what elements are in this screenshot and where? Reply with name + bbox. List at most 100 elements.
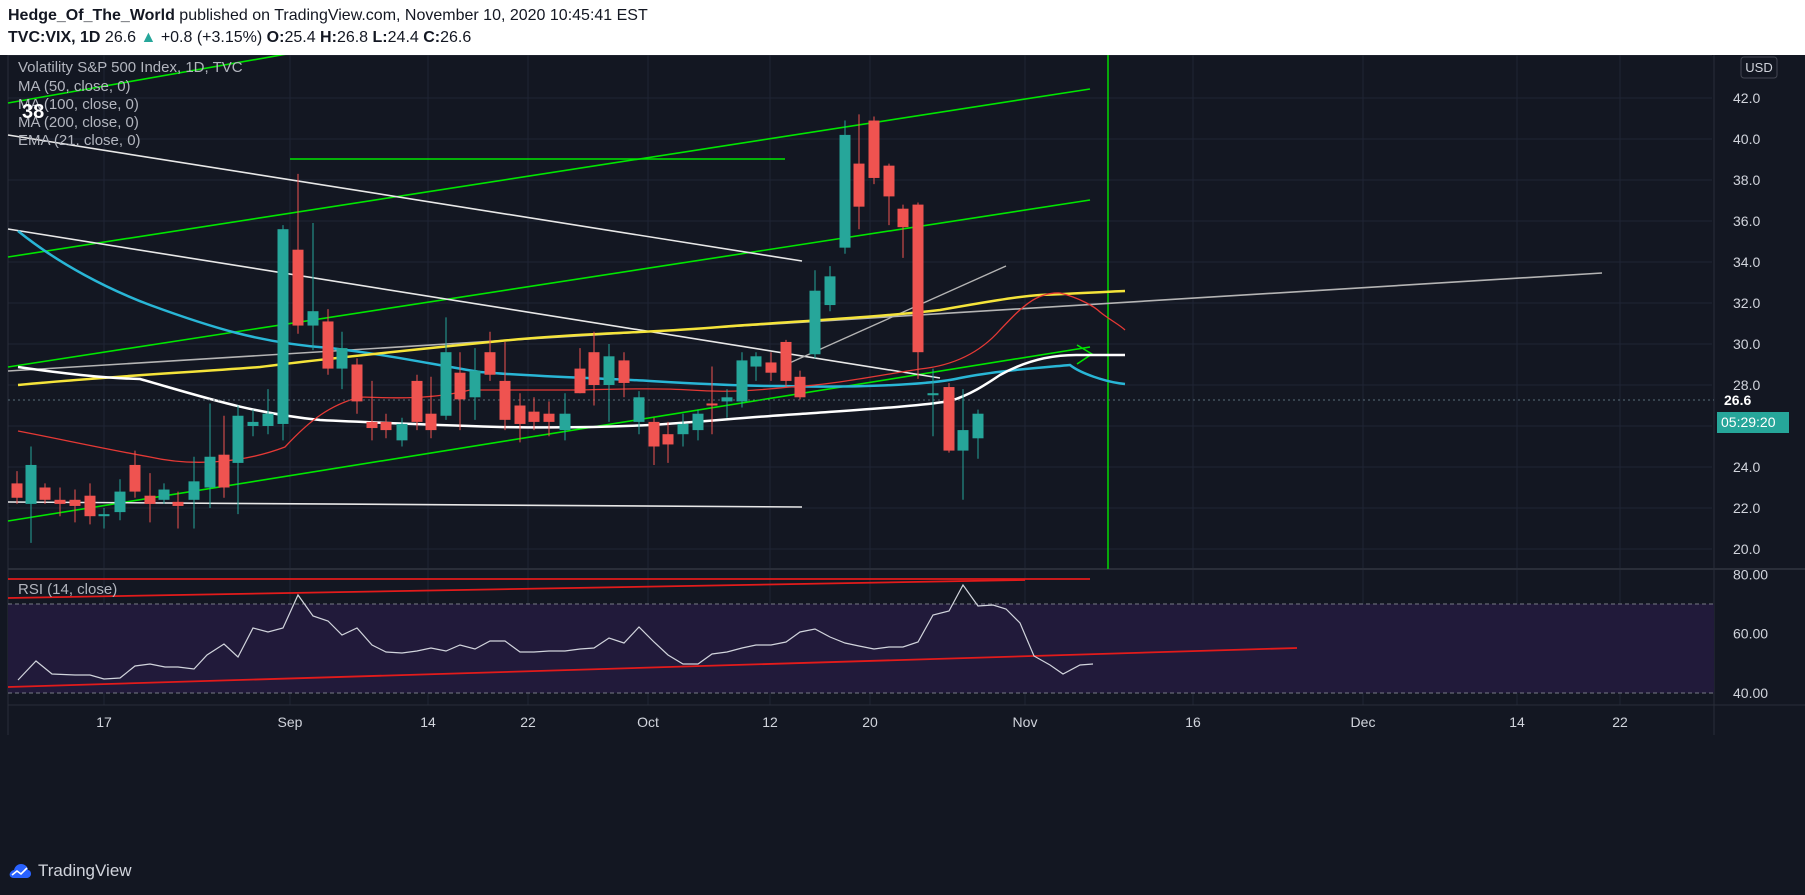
time-tick-label: 12 bbox=[762, 714, 778, 730]
rsi-legend[interactable]: RSI (14, close) bbox=[18, 581, 117, 598]
candle[interactable] bbox=[292, 173, 304, 334]
candle-body bbox=[484, 352, 496, 375]
candle[interactable] bbox=[25, 446, 37, 543]
rsi-trend-bottom[interactable] bbox=[7, 647, 1298, 688]
legend-ema21[interactable]: EMA (21, close, 0) bbox=[18, 132, 141, 149]
candle[interactable] bbox=[618, 352, 630, 398]
legend-ma50[interactable]: MA (50, close, 0) bbox=[18, 78, 131, 95]
candle[interactable] bbox=[440, 317, 452, 420]
legend-ma100[interactable]: MA (100, close, 0) bbox=[18, 96, 139, 113]
candle[interactable] bbox=[677, 413, 689, 447]
candle[interactable] bbox=[204, 403, 216, 508]
candle[interactable] bbox=[943, 382, 955, 453]
high-label: H: bbox=[320, 29, 337, 46]
candle[interactable] bbox=[277, 225, 289, 441]
candle[interactable] bbox=[543, 401, 555, 437]
candle[interactable] bbox=[262, 389, 274, 435]
low-label: L: bbox=[372, 29, 388, 46]
candle[interactable] bbox=[514, 393, 526, 443]
candle[interactable] bbox=[692, 409, 704, 441]
candle[interactable] bbox=[809, 270, 821, 359]
candles[interactable] bbox=[11, 114, 984, 543]
candle[interactable] bbox=[144, 473, 156, 523]
candle[interactable] bbox=[396, 417, 408, 447]
green-channel-top[interactable] bbox=[7, 88, 1091, 258]
candle[interactable] bbox=[603, 344, 615, 422]
candle[interactable] bbox=[188, 456, 200, 529]
candle[interactable] bbox=[736, 352, 748, 408]
candle[interactable] bbox=[824, 266, 836, 312]
candle[interactable] bbox=[588, 331, 600, 406]
candle[interactable] bbox=[662, 421, 674, 463]
author-name[interactable]: Hedge_Of_The_World bbox=[8, 7, 175, 24]
candle[interactable] bbox=[69, 489, 81, 523]
candle[interactable] bbox=[247, 409, 259, 437]
rsi-trend-top[interactable] bbox=[7, 579, 1026, 599]
countdown-tag bbox=[1717, 412, 1789, 433]
candle-body bbox=[469, 370, 481, 398]
green-channel-upper-left[interactable] bbox=[7, 44, 339, 104]
tradingview-logo[interactable]: TradingView bbox=[8, 861, 132, 881]
candle[interactable] bbox=[633, 391, 645, 435]
candle[interactable] bbox=[11, 471, 23, 504]
time-tick-label: 22 bbox=[520, 714, 536, 730]
candle-body bbox=[247, 421, 259, 426]
candle[interactable] bbox=[499, 341, 511, 431]
candle[interactable] bbox=[54, 487, 66, 517]
candle[interactable] bbox=[454, 352, 466, 431]
candle[interactable] bbox=[129, 450, 141, 498]
candle[interactable] bbox=[839, 120, 851, 254]
candle[interactable] bbox=[648, 417, 660, 465]
currency-button[interactable] bbox=[1740, 56, 1778, 79]
candle[interactable] bbox=[336, 331, 348, 390]
candle[interactable] bbox=[957, 389, 969, 500]
candle-body bbox=[158, 489, 170, 500]
price-chart-svg[interactable]: 42.0 40.0 38.0 36.0 34.0 32.0 30.0 28.0 24.0 22.0… bbox=[0, 44, 1805, 850]
white-downtrend-upper[interactable] bbox=[7, 134, 803, 262]
candle[interactable] bbox=[780, 339, 792, 388]
candle[interactable] bbox=[380, 413, 392, 439]
candle[interactable] bbox=[574, 348, 586, 394]
price-tick-label: 36.0 bbox=[1733, 213, 1760, 229]
candle[interactable] bbox=[765, 352, 777, 381]
candle[interactable] bbox=[366, 380, 378, 441]
candle[interactable] bbox=[927, 368, 939, 437]
legend-title[interactable]: Volatility S&P 500 Index, 1D, TVC bbox=[18, 59, 243, 76]
candle[interactable] bbox=[972, 409, 984, 459]
candle[interactable] bbox=[172, 491, 184, 529]
candle[interactable] bbox=[484, 331, 496, 381]
candle[interactable] bbox=[218, 415, 230, 498]
candle[interactable] bbox=[883, 163, 895, 226]
candle-body bbox=[588, 352, 600, 385]
candle[interactable] bbox=[721, 389, 733, 418]
publish-line: Hedge_Of_The_World published on TradingV… bbox=[8, 7, 648, 25]
candle[interactable] bbox=[706, 366, 718, 435]
candle[interactable] bbox=[84, 483, 96, 525]
candle[interactable] bbox=[232, 405, 244, 515]
candle-body bbox=[322, 321, 334, 369]
candle[interactable] bbox=[411, 374, 423, 431]
candle[interactable] bbox=[897, 204, 909, 258]
green-channel-mid[interactable] bbox=[7, 199, 1091, 368]
candle[interactable] bbox=[351, 358, 363, 414]
candle-body bbox=[172, 501, 184, 506]
legend-ma200[interactable]: MA (200, close, 0) bbox=[18, 114, 139, 131]
candle[interactable] bbox=[322, 309, 334, 375]
candle[interactable] bbox=[425, 376, 437, 439]
chart-area[interactable]: 42.0 40.0 38.0 36.0 34.0 32.0 30.0 28.0 24.0 22.0… bbox=[0, 44, 1805, 850]
candle[interactable] bbox=[39, 483, 51, 504]
candle[interactable] bbox=[114, 479, 126, 521]
candle[interactable] bbox=[158, 483, 170, 504]
candle[interactable] bbox=[750, 352, 762, 381]
candle[interactable] bbox=[912, 202, 924, 379]
candle[interactable] bbox=[853, 114, 865, 230]
candle[interactable] bbox=[98, 508, 110, 529]
white-support-line[interactable] bbox=[7, 501, 803, 508]
candle[interactable] bbox=[868, 116, 880, 185]
candle[interactable] bbox=[559, 393, 571, 441]
indicator-legend[interactable]: Volatility S&P 500 Index, 1D, TVC MA (50… bbox=[18, 59, 243, 149]
candle[interactable] bbox=[528, 397, 540, 431]
candle[interactable] bbox=[307, 223, 319, 351]
candle[interactable] bbox=[794, 370, 806, 400]
candle[interactable] bbox=[469, 348, 481, 420]
